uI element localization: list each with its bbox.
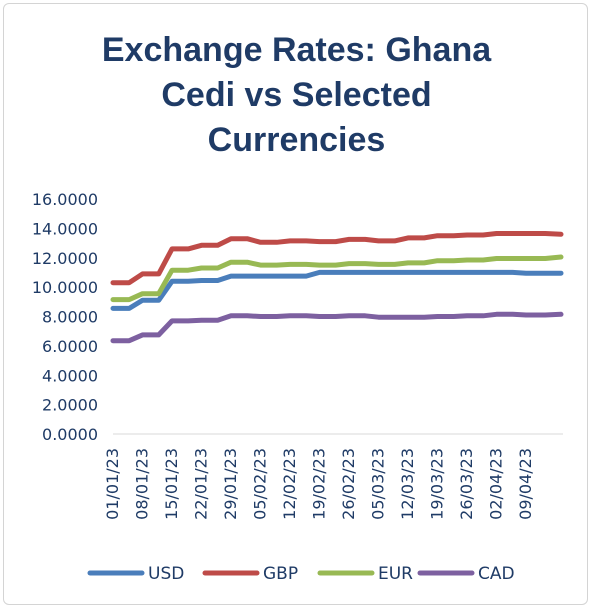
chart-title-line-1: Exchange Rates: Ghana — [101, 31, 492, 69]
series-line-cad — [110, 311, 564, 344]
y-tick-label: 2.0000 — [42, 396, 98, 415]
chart-title-line-2: Cedi vs Selected — [161, 76, 432, 114]
x-tick-label: 02/04/23 — [487, 448, 506, 520]
y-tick-label: 12.0000 — [32, 249, 98, 268]
series-lines — [110, 231, 564, 344]
x-tick-label: 05/03/23 — [369, 448, 388, 520]
x-tick-label: 15/01/23 — [162, 448, 181, 520]
y-tick-label: 16.0000 — [32, 190, 98, 209]
y-tick-label: 14.0000 — [32, 219, 98, 238]
x-tick-label: 19/02/23 — [310, 448, 329, 520]
series-line-usd — [110, 269, 564, 311]
legend-label-eur: EUR — [378, 564, 413, 584]
x-tick-label: 05/02/23 — [251, 448, 270, 520]
x-tick-label: 09/04/23 — [516, 448, 535, 520]
y-tick-label: 6.0000 — [42, 337, 98, 356]
chart-title: Exchange Rates: Ghana Cedi vs Selected C… — [0, 28, 593, 163]
y-tick-label: 8.0000 — [42, 308, 98, 327]
x-tick-label: 22/01/23 — [192, 448, 211, 520]
y-tick-label: 0.0000 — [42, 425, 98, 444]
x-tick-label: 12/03/23 — [398, 448, 417, 520]
legend-label-usd: USD — [148, 564, 184, 584]
x-tick-label: 26/02/23 — [339, 448, 358, 520]
legend: USD GBP EUR CAD — [87, 564, 515, 584]
x-axis: 01/01/23 08/01/23 15/01/23 22/01/23 29/01/23… — [103, 433, 563, 520]
x-tick-label: 26/03/23 — [457, 448, 476, 520]
y-axis: 0.0000 2.0000 4.0000 6.0000 8.0000 10.0000 12.… — [32, 190, 98, 444]
legend-label-gbp: GBP — [263, 564, 298, 584]
series-line-gbp — [110, 231, 564, 286]
chart-frame — [3, 3, 588, 605]
y-tick-label: 4.0000 — [42, 366, 98, 385]
y-tick-label: 10.0000 — [32, 278, 98, 297]
x-tick-label: 29/01/23 — [221, 448, 240, 520]
x-tick-label: 12/02/23 — [280, 448, 299, 520]
chart-title-line-3: Currencies — [207, 121, 386, 159]
x-tick-label: 08/01/23 — [133, 448, 152, 520]
x-tick-label: 01/01/23 — [103, 448, 122, 520]
legend-label-cad: CAD — [478, 564, 515, 584]
x-tick-label: 19/03/23 — [428, 448, 447, 520]
series-line-eur — [110, 254, 564, 303]
